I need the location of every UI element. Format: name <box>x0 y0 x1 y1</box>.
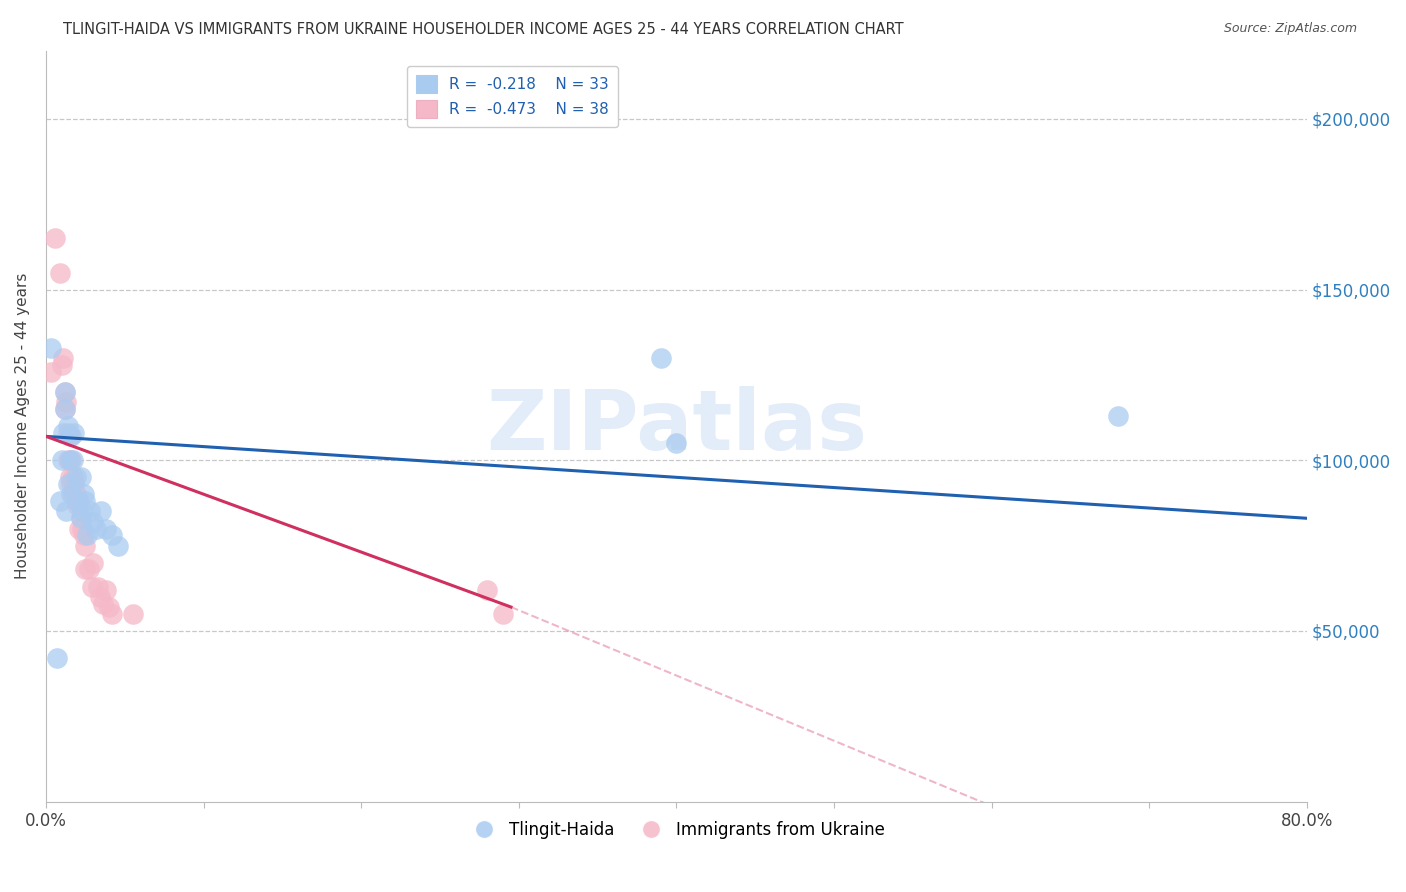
Point <box>63 477 86 491</box>
Point <box>76 528 98 542</box>
Point <box>75 562 97 576</box>
Point <box>49 494 72 508</box>
Point <box>75 494 97 508</box>
Point <box>75 539 97 553</box>
Point <box>70 504 93 518</box>
Point <box>79 504 101 518</box>
Text: Source: ZipAtlas.com: Source: ZipAtlas.com <box>1223 22 1357 36</box>
Point <box>70 522 93 536</box>
Point <box>67 522 90 536</box>
Point <box>56 477 79 491</box>
Point <box>91 597 114 611</box>
Point <box>59 453 82 467</box>
Y-axis label: Householder Income Ages 25 - 44 years: Householder Income Ages 25 - 44 years <box>15 273 30 579</box>
Point <box>1107 409 1129 423</box>
Point <box>101 528 124 542</box>
Point <box>82 515 104 529</box>
Point <box>492 607 515 621</box>
Point <box>49 266 72 280</box>
Legend: Tlingit-Haida, Immigrants from Ukraine: Tlingit-Haida, Immigrants from Ukraine <box>461 814 891 846</box>
Point <box>63 425 86 440</box>
Point <box>53 402 76 417</box>
Text: ZIPatlas: ZIPatlas <box>486 385 868 467</box>
Point <box>650 351 672 365</box>
Point <box>80 580 103 594</box>
Point <box>62 487 84 501</box>
Point <box>121 607 143 621</box>
Point <box>52 351 75 365</box>
Point <box>46 651 69 665</box>
Point <box>51 358 73 372</box>
Point <box>56 419 79 434</box>
Point <box>66 494 89 508</box>
Point <box>62 453 84 467</box>
Point <box>67 494 90 508</box>
Point <box>53 402 76 417</box>
Point <box>69 511 91 525</box>
Point <box>52 425 75 440</box>
Point <box>60 429 83 443</box>
Point <box>66 498 89 512</box>
Point <box>55 395 77 409</box>
Text: TLINGIT-HAIDA VS IMMIGRANTS FROM UKRAINE HOUSEHOLDER INCOME AGES 25 - 44 YEARS C: TLINGIT-HAIDA VS IMMIGRANTS FROM UKRAINE… <box>63 22 904 37</box>
Point <box>665 436 688 450</box>
Point <box>53 384 76 399</box>
Point <box>90 504 112 518</box>
Point <box>477 582 499 597</box>
Point <box>62 470 84 484</box>
Point <box>98 600 121 615</box>
Point <box>59 470 82 484</box>
Point <box>77 562 100 576</box>
Point <box>65 470 87 484</box>
Point <box>73 487 96 501</box>
Point <box>59 429 82 443</box>
Point <box>73 528 96 542</box>
Point <box>69 470 91 484</box>
Point <box>56 453 79 467</box>
Point <box>55 504 77 518</box>
Point <box>94 522 117 536</box>
Point <box>107 539 129 553</box>
Point <box>60 487 83 501</box>
Point <box>44 231 66 245</box>
Point <box>65 487 87 501</box>
Point <box>39 341 62 355</box>
Point <box>82 556 104 570</box>
Point <box>69 511 91 525</box>
Point <box>94 582 117 597</box>
Point <box>56 425 79 440</box>
Point <box>86 522 108 536</box>
Point <box>60 477 83 491</box>
Point <box>60 453 83 467</box>
Point <box>89 590 111 604</box>
Point <box>51 453 73 467</box>
Point <box>101 607 124 621</box>
Point <box>39 364 62 378</box>
Point <box>53 384 76 399</box>
Point <box>87 580 110 594</box>
